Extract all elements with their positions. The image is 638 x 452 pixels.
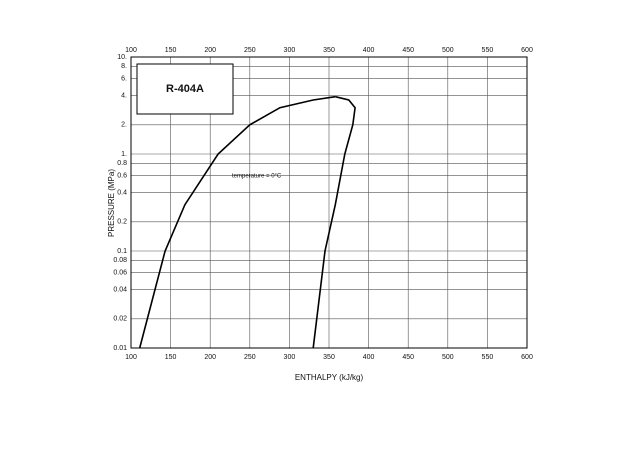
x-tick-label: 350 — [323, 354, 335, 361]
x-tick-label-top: 400 — [363, 47, 375, 54]
chart-title: R-404A — [166, 83, 204, 95]
y-tick-label: 8. — [121, 63, 127, 70]
x-tick-label: 250 — [244, 354, 256, 361]
x-tick-label: 500 — [442, 354, 454, 361]
x-tick-label: 150 — [165, 354, 177, 361]
x-tick-label: 550 — [482, 354, 494, 361]
x-tick-label: 600 — [521, 354, 533, 361]
y-tick-label: 0.8 — [117, 160, 127, 167]
y-tick-label: 0.6 — [117, 172, 127, 179]
annotation: temperature = 0°C — [232, 174, 282, 180]
y-tick-label: 0.04 — [113, 286, 127, 293]
y-tick-label: 2. — [121, 122, 127, 129]
y-tick-label: 0.4 — [117, 189, 127, 196]
y-tick-label: 10. — [117, 54, 127, 61]
y-tick-label: 6. — [121, 75, 127, 82]
x-tick-label-top: 450 — [402, 47, 414, 54]
y-tick-label: 0.01 — [113, 345, 127, 352]
title-box — [136, 63, 234, 115]
x-tick-label-top: 100 — [125, 47, 137, 54]
y-tick-label: 0.2 — [117, 219, 127, 226]
x-tick-label: 100 — [125, 354, 137, 361]
x-tick-label-top: 200 — [204, 47, 216, 54]
x-tick-label: 200 — [204, 354, 216, 361]
x-tick-label-top: 150 — [165, 47, 177, 54]
y-tick-label: 0.02 — [113, 316, 127, 323]
saturation-line — [138, 95, 336, 349]
x-tick-label: 450 — [402, 354, 414, 361]
y-tick-label: 0.1 — [117, 248, 127, 255]
y-tick-label: 0.08 — [113, 257, 127, 264]
x-tick-label: 300 — [284, 354, 296, 361]
x-tick-label-top: 550 — [482, 47, 494, 54]
x-tick-label: 400 — [363, 354, 375, 361]
x-tick-label-top: 350 — [323, 47, 335, 54]
x-tick-label-top: 250 — [244, 47, 256, 54]
plot-frame — [130, 56, 528, 349]
y-tick-label: 0.06 — [113, 269, 127, 276]
x-tick-label-top: 500 — [442, 47, 454, 54]
y-tick-label: 4. — [121, 92, 127, 99]
x-tick-label-top: 600 — [521, 47, 533, 54]
x-axis-title: ENTHALPY (kJ/kg) — [295, 373, 364, 382]
y-tick-label: 1. — [121, 151, 127, 158]
y-axis-title: PRESSURE (MPa) — [107, 169, 116, 237]
saturation-line — [312, 95, 356, 349]
x-tick-label-top: 300 — [284, 47, 296, 54]
